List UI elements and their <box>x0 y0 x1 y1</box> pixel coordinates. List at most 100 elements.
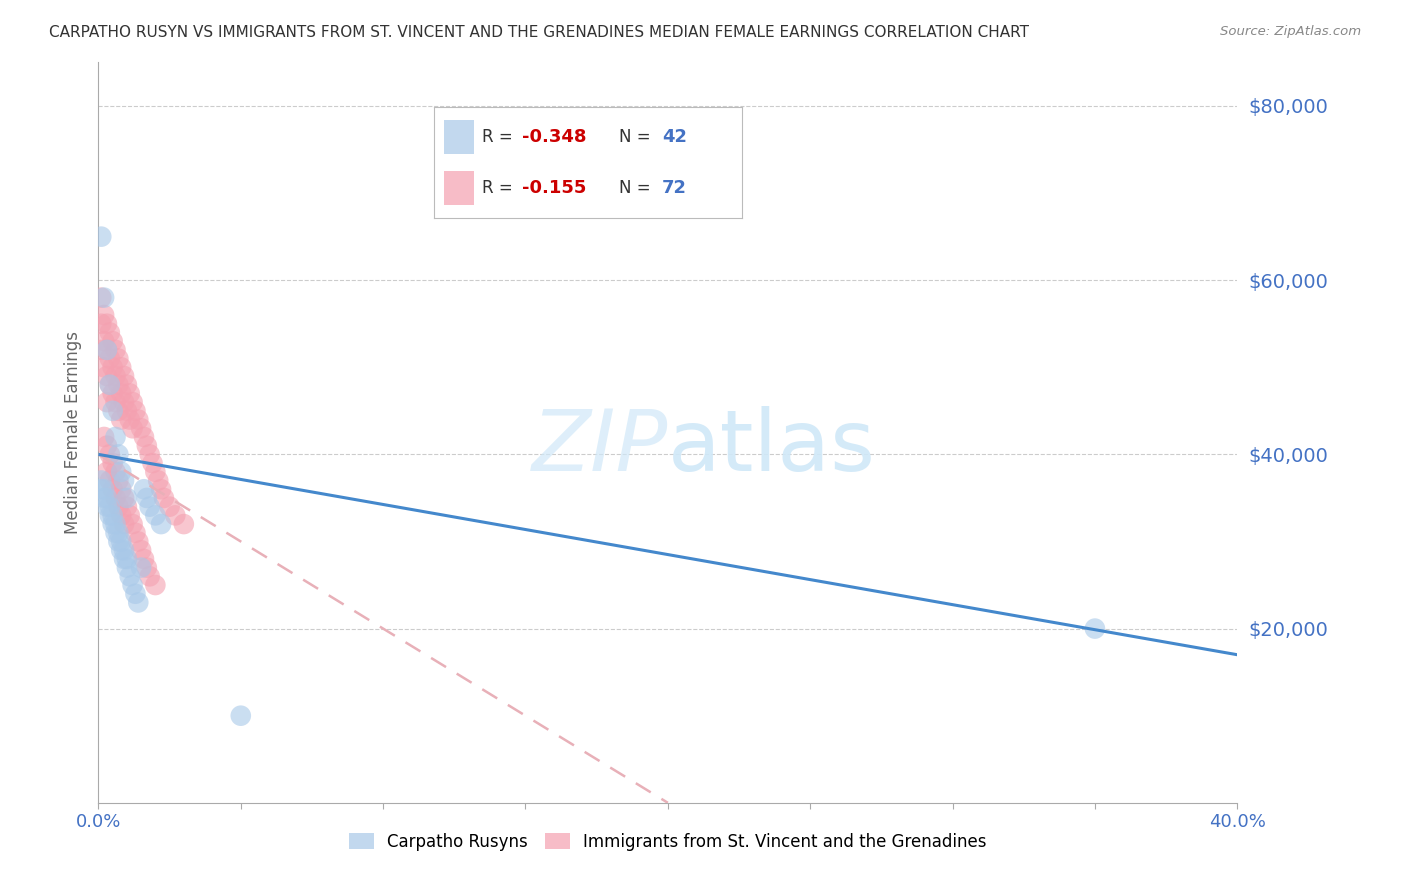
Text: ZIP: ZIP <box>531 406 668 489</box>
Point <box>96 491 118 505</box>
Point <box>110 543 132 558</box>
Point <box>138 500 160 514</box>
Point <box>153 491 176 505</box>
Point <box>96 465 118 479</box>
Point <box>93 491 115 505</box>
Point <box>132 430 155 444</box>
Point <box>90 317 112 331</box>
Point <box>90 291 112 305</box>
Point <box>104 369 127 384</box>
Text: atlas: atlas <box>668 406 876 489</box>
Point <box>124 525 146 540</box>
Text: CARPATHO RUSYN VS IMMIGRANTS FROM ST. VINCENT AND THE GRENADINES MEDIAN FEMALE E: CARPATHO RUSYN VS IMMIGRANTS FROM ST. VI… <box>49 25 1029 40</box>
Point <box>115 491 138 505</box>
Point <box>98 377 121 392</box>
Point <box>229 708 252 723</box>
Point <box>112 369 135 384</box>
Y-axis label: Median Female Earnings: Median Female Earnings <box>65 331 83 534</box>
Point <box>112 552 135 566</box>
Point <box>141 456 163 470</box>
Point <box>107 525 129 540</box>
Point <box>101 482 124 496</box>
Point <box>124 404 146 418</box>
Point <box>118 508 141 523</box>
Point <box>127 412 149 426</box>
Point <box>101 517 124 532</box>
Point <box>112 474 135 488</box>
Point <box>110 386 132 401</box>
Point <box>104 465 127 479</box>
Legend: Carpatho Rusyns, Immigrants from St. Vincent and the Grenadines: Carpatho Rusyns, Immigrants from St. Vin… <box>343 826 993 857</box>
Point <box>104 343 127 357</box>
Point <box>96 343 118 357</box>
Point <box>96 317 118 331</box>
Point <box>129 560 152 574</box>
Point <box>93 360 115 375</box>
Point <box>129 421 152 435</box>
Point <box>115 560 138 574</box>
Point <box>121 395 143 409</box>
Point <box>98 500 121 514</box>
Point <box>107 474 129 488</box>
Point <box>145 508 167 523</box>
Point <box>101 386 124 401</box>
Point <box>129 543 152 558</box>
Point <box>107 351 129 366</box>
Point <box>104 517 127 532</box>
Point <box>127 534 149 549</box>
Point <box>112 491 135 505</box>
Point <box>104 491 127 505</box>
Point <box>138 569 160 583</box>
Point <box>93 482 115 496</box>
Point <box>115 377 138 392</box>
Point <box>93 308 115 322</box>
Point <box>90 474 112 488</box>
Point <box>150 517 173 532</box>
Point <box>101 508 124 523</box>
Point <box>1084 622 1107 636</box>
Point <box>98 508 121 523</box>
Point <box>101 360 124 375</box>
Point <box>112 517 135 532</box>
Point <box>93 430 115 444</box>
Point <box>101 404 124 418</box>
Point <box>110 360 132 375</box>
Point <box>138 447 160 461</box>
Point <box>132 482 155 496</box>
Point <box>96 369 118 384</box>
Point <box>115 500 138 514</box>
Point <box>118 569 141 583</box>
Point <box>98 351 121 366</box>
Point <box>107 377 129 392</box>
Point <box>173 517 195 532</box>
Point <box>121 517 143 532</box>
Point <box>159 500 181 514</box>
Point <box>135 439 157 453</box>
Point <box>112 395 135 409</box>
Point <box>145 465 167 479</box>
Point <box>145 578 167 592</box>
Point <box>112 543 135 558</box>
Point <box>115 404 138 418</box>
Point <box>93 291 115 305</box>
Point <box>90 482 112 496</box>
Point <box>107 534 129 549</box>
Point <box>110 482 132 496</box>
Point <box>104 395 127 409</box>
Point <box>124 587 146 601</box>
Point <box>96 500 118 514</box>
Point <box>110 508 132 523</box>
Point <box>121 421 143 435</box>
Point <box>110 412 132 426</box>
Point <box>101 456 124 470</box>
Point <box>96 343 118 357</box>
Point <box>93 334 115 348</box>
Point <box>104 525 127 540</box>
Point <box>135 491 157 505</box>
Point <box>118 386 141 401</box>
Point <box>98 326 121 340</box>
Point <box>98 474 121 488</box>
Point <box>132 552 155 566</box>
Point <box>110 534 132 549</box>
Point <box>104 430 127 444</box>
